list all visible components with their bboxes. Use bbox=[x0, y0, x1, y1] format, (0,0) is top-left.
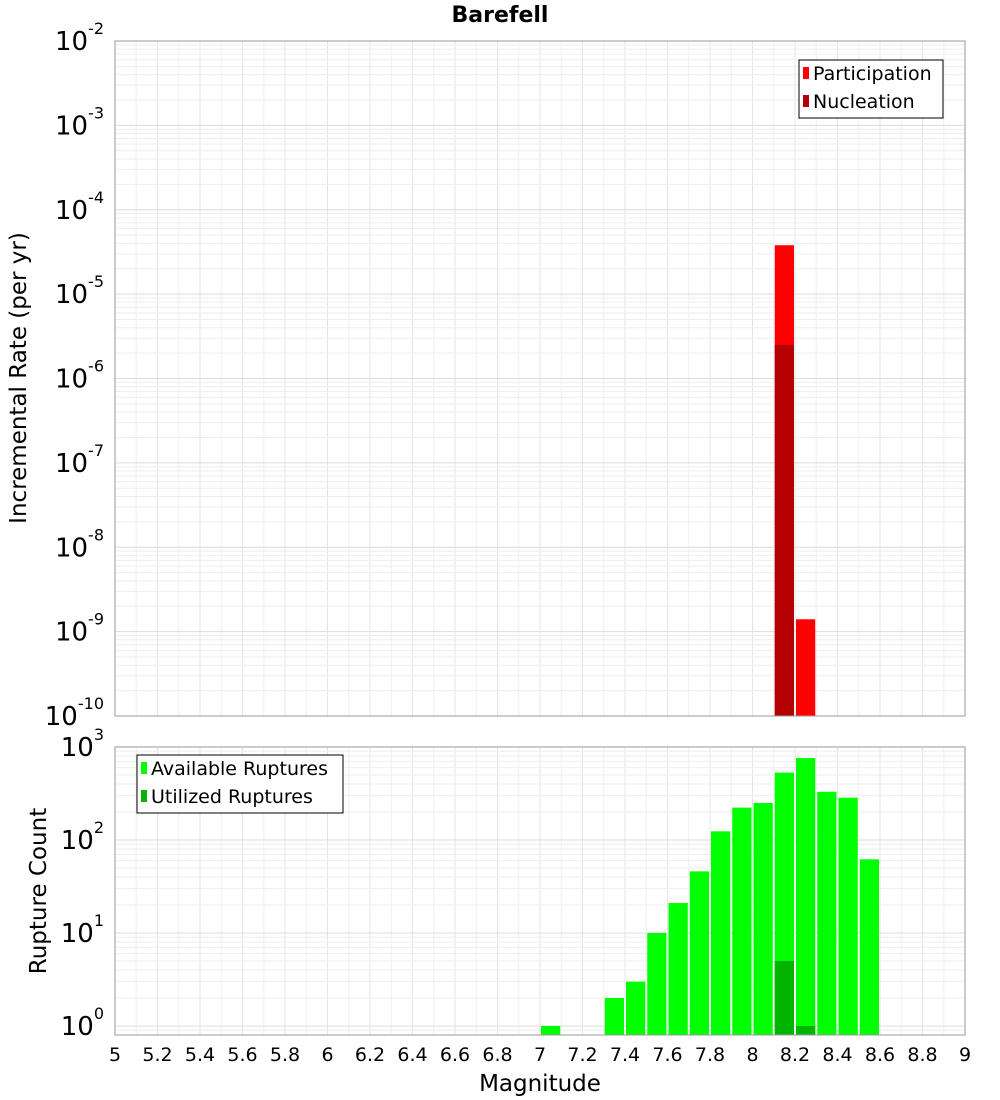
x-tick-label: 7 bbox=[534, 1044, 546, 1066]
x-tick-label: 6.2 bbox=[355, 1044, 385, 1066]
x-tick-label: 5.6 bbox=[227, 1044, 257, 1066]
legend-swatch bbox=[803, 67, 809, 79]
x-tick-label: 5 bbox=[109, 1044, 121, 1066]
bar-available-ruptures bbox=[753, 802, 773, 1035]
y-tick-label: 10-2 bbox=[55, 19, 104, 57]
bottom-y-axis-label: Rupture Count bbox=[26, 808, 52, 974]
x-tick-label: 7.8 bbox=[695, 1044, 725, 1066]
bar-available-ruptures bbox=[817, 791, 837, 1035]
bar-utilized-ruptures bbox=[774, 960, 794, 1035]
bar-available-ruptures bbox=[647, 932, 667, 1035]
legend-label: Participation bbox=[813, 63, 932, 85]
y-tick-label: 101 bbox=[61, 911, 104, 949]
chart-title: Barefell bbox=[452, 3, 549, 28]
y-tick-label: 10-9 bbox=[55, 610, 104, 648]
y-tick-label: 102 bbox=[61, 818, 104, 856]
bar-nucleation bbox=[774, 344, 794, 716]
x-tick-label: 7.4 bbox=[610, 1044, 640, 1066]
bar-available-ruptures bbox=[796, 758, 816, 1035]
x-tick-label: 5.2 bbox=[142, 1044, 172, 1066]
plot-frame bbox=[114, 40, 966, 717]
bar-available-ruptures bbox=[541, 1025, 561, 1035]
top-y-axis-label: Incremental Rate (per yr) bbox=[6, 232, 32, 524]
y-tick-label: 10-6 bbox=[55, 357, 104, 395]
legend-box bbox=[136, 754, 344, 814]
y-tick-label: 10-7 bbox=[55, 441, 104, 479]
bar-participation bbox=[796, 619, 816, 716]
x-tick-label: 6.4 bbox=[397, 1044, 427, 1066]
legend-label: Utilized Ruptures bbox=[151, 786, 313, 808]
legend-box bbox=[798, 59, 944, 119]
y-tick-label: 10-10 bbox=[45, 694, 104, 732]
x-tick-label: 6 bbox=[321, 1044, 333, 1066]
x-tick-label: 8 bbox=[746, 1044, 758, 1066]
legend-label: Available Ruptures bbox=[151, 758, 328, 780]
bar-available-ruptures bbox=[604, 997, 624, 1035]
y-tick-label: 103 bbox=[61, 725, 104, 763]
bar-available-ruptures bbox=[626, 981, 646, 1035]
legend-swatch bbox=[803, 95, 809, 107]
legend: Available Ruptures Utilized Ruptures bbox=[136, 754, 344, 814]
legend-swatch bbox=[141, 762, 147, 774]
legend: Participation Nucleation bbox=[798, 59, 944, 119]
x-axis-label: Magnitude bbox=[479, 1071, 601, 1097]
y-tick-label: 100 bbox=[61, 1004, 104, 1042]
x-tick-label: 7.6 bbox=[652, 1044, 682, 1066]
x-tick-label: 5.4 bbox=[185, 1044, 215, 1066]
plot-frame bbox=[114, 746, 966, 1036]
y-tick-label: 10-5 bbox=[55, 272, 104, 310]
y-tick-label: 10-3 bbox=[55, 103, 104, 141]
x-tick-label: 8.6 bbox=[865, 1044, 895, 1066]
x-tick-label: 8.4 bbox=[822, 1044, 852, 1066]
y-tick-label: 10-8 bbox=[55, 525, 104, 563]
bar-available-ruptures bbox=[838, 797, 858, 1035]
x-tick-label: 6.8 bbox=[482, 1044, 512, 1066]
x-tick-label: 8.8 bbox=[907, 1044, 937, 1066]
legend-label: Nucleation bbox=[813, 91, 915, 113]
y-tick-label: 10-4 bbox=[55, 188, 104, 226]
bar-available-ruptures bbox=[689, 871, 709, 1035]
rate-panel: 10-10 10-9 10-8 10-7 10-6 10-5 10-4 10-3 10-2 Par… bbox=[45, 19, 966, 732]
count-panel: 100 101 102 103 Available Ruptures Utilized R… bbox=[61, 725, 971, 1066]
x-tick-label: 9 bbox=[959, 1044, 971, 1066]
x-tick-label: 8.2 bbox=[780, 1044, 810, 1066]
bar-utilized-ruptures bbox=[796, 1025, 816, 1035]
legend-swatch bbox=[141, 790, 147, 802]
x-tick-label: 7.2 bbox=[567, 1044, 597, 1066]
x-tick-label: 6.6 bbox=[440, 1044, 470, 1066]
bar-available-ruptures bbox=[732, 807, 752, 1035]
bar-available-ruptures bbox=[668, 903, 688, 1035]
bar-available-ruptures bbox=[711, 831, 731, 1035]
bar-available-ruptures bbox=[859, 859, 879, 1035]
x-tick-label: 5.8 bbox=[270, 1044, 300, 1066]
